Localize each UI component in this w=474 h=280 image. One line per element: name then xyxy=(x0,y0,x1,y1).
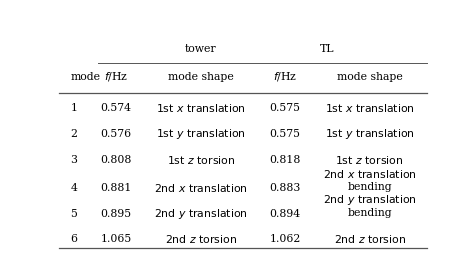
Text: 0.808: 0.808 xyxy=(100,155,132,165)
Text: $\it{f}$/Hz: $\it{f}$/Hz xyxy=(104,70,128,83)
Text: bending: bending xyxy=(347,207,392,218)
Text: mode shape: mode shape xyxy=(337,72,402,82)
Text: 0.895: 0.895 xyxy=(100,209,132,219)
Text: bending: bending xyxy=(347,182,392,192)
Text: $\mathrm{2nd\ \mathit{y}\ translation}$: $\mathrm{2nd\ \mathit{y}\ translation}$ xyxy=(323,193,417,207)
Text: 3: 3 xyxy=(70,155,77,165)
Text: TL: TL xyxy=(320,44,335,54)
Text: mode: mode xyxy=(70,72,100,82)
Text: 0.575: 0.575 xyxy=(270,129,301,139)
Text: 0.575: 0.575 xyxy=(270,103,301,113)
Text: 0.881: 0.881 xyxy=(100,183,132,193)
Text: $\mathrm{1st\ \mathit{x}\ translation}$: $\mathrm{1st\ \mathit{x}\ translation}$ xyxy=(156,102,246,114)
Text: $\mathrm{1st\ \mathit{y}\ translation}$: $\mathrm{1st\ \mathit{y}\ translation}$ xyxy=(325,127,415,141)
Text: 1.065: 1.065 xyxy=(100,234,132,244)
Text: $\mathrm{2nd\ \mathit{x}\ translation}$: $\mathrm{2nd\ \mathit{x}\ translation}$ xyxy=(323,168,417,180)
Text: 6: 6 xyxy=(70,234,77,244)
Text: $\mathrm{1st\ \mathit{z}\ torsion}$: $\mathrm{1st\ \mathit{z}\ torsion}$ xyxy=(166,154,235,166)
Text: 1.062: 1.062 xyxy=(270,234,301,244)
Text: 2: 2 xyxy=(70,129,77,139)
Text: 0.894: 0.894 xyxy=(270,209,301,219)
Text: $\mathrm{1st\ \mathit{y}\ translation}$: $\mathrm{1st\ \mathit{y}\ translation}$ xyxy=(156,127,246,141)
Text: $\it{f}$/Hz: $\it{f}$/Hz xyxy=(273,70,297,83)
Text: 0.883: 0.883 xyxy=(270,183,301,193)
Text: $\mathrm{2nd\ \mathit{z}\ torsion}$: $\mathrm{2nd\ \mathit{z}\ torsion}$ xyxy=(334,234,406,246)
Text: $\mathrm{2nd\ \mathit{z}\ torsion}$: $\mathrm{2nd\ \mathit{z}\ torsion}$ xyxy=(164,234,237,246)
Text: 4: 4 xyxy=(70,183,77,193)
Text: tower: tower xyxy=(185,44,217,54)
Text: 1: 1 xyxy=(70,103,77,113)
Text: $\mathrm{2nd\ \mathit{x}\ translation}$: $\mathrm{2nd\ \mathit{x}\ translation}$ xyxy=(154,182,247,194)
Text: $\mathrm{2nd\ \mathit{y}\ translation}$: $\mathrm{2nd\ \mathit{y}\ translation}$ xyxy=(154,207,247,221)
Text: 0.574: 0.574 xyxy=(100,103,132,113)
Text: $\mathrm{1st\ \mathit{x}\ translation}$: $\mathrm{1st\ \mathit{x}\ translation}$ xyxy=(325,102,415,114)
Text: mode shape: mode shape xyxy=(168,72,234,82)
Text: 5: 5 xyxy=(70,209,77,219)
Text: 0.576: 0.576 xyxy=(100,129,132,139)
Text: 0.818: 0.818 xyxy=(270,155,301,165)
Text: $\mathrm{1st\ \mathit{z}\ torsion}$: $\mathrm{1st\ \mathit{z}\ torsion}$ xyxy=(336,154,404,166)
